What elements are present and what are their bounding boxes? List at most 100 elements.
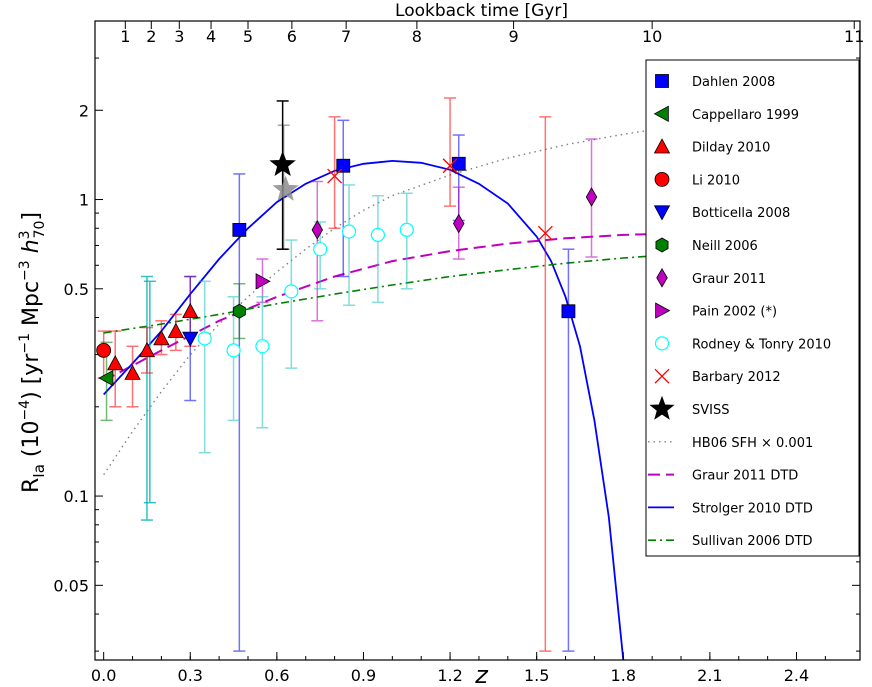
x-tick-label: 0.9 — [351, 666, 376, 685]
legend-marker — [653, 105, 669, 122]
data-point — [537, 225, 553, 241]
data-point — [311, 220, 323, 240]
legend-entry: Barbary 2012 — [654, 368, 781, 385]
legend-label: Dahlen 2008 — [692, 75, 775, 90]
top-tick-label: 9 — [508, 27, 518, 46]
legend-entry: Cappellaro 1999 — [653, 105, 799, 123]
error-bar — [539, 116, 552, 652]
legend-entry: Graur 2011 DTD — [648, 469, 798, 484]
x-tick-label: 1.8 — [611, 666, 636, 685]
series-dilday-2010 — [107, 302, 199, 380]
legend-label: Dilday 2010 — [692, 141, 770, 156]
y-title-ia: Ia — [30, 464, 48, 478]
legend-box — [645, 59, 860, 557]
legend-label: Rodney & Tonry 2010 — [692, 337, 831, 352]
data-point — [327, 168, 343, 184]
series-barbary-2012 — [327, 158, 553, 241]
data-point — [124, 364, 141, 380]
data-point — [96, 342, 112, 358]
legend-marker — [654, 171, 670, 187]
y-title-units-exp3: −3 — [17, 260, 33, 281]
data-point — [255, 339, 270, 354]
data-point — [197, 331, 212, 346]
legend-entry: Botticella 2008 — [653, 205, 790, 221]
error-bar — [285, 239, 298, 369]
data-point — [370, 227, 386, 242]
series-sviss — [269, 150, 296, 176]
data-point — [561, 304, 576, 319]
top-tick-label: 4 — [206, 27, 216, 46]
legend-marker — [649, 395, 675, 420]
error-bar — [371, 194, 384, 304]
legend-label: SVISS — [692, 403, 729, 418]
y-title-r: R — [19, 478, 44, 493]
error-bar — [227, 296, 240, 422]
data-point — [232, 303, 246, 319]
x-tick-label: 2.1 — [697, 666, 722, 685]
data-point — [399, 222, 414, 237]
data-point — [336, 158, 351, 173]
top-tick-label: 8 — [412, 27, 422, 46]
y-title-space — [19, 253, 44, 260]
legend-marker — [655, 237, 669, 253]
legend-label: Botticella 2008 — [692, 206, 790, 221]
series-pain-2002- — [255, 273, 271, 290]
legend-marker — [654, 368, 670, 384]
data-point — [585, 187, 598, 207]
cyan-error-bar — [140, 275, 153, 521]
error-bar — [400, 192, 413, 290]
error-bar — [233, 173, 246, 652]
y-title-exp: −4 — [17, 400, 33, 421]
legend-label: Strolger 2010 DTD — [692, 501, 813, 516]
data-markers — [96, 150, 598, 387]
data-point — [138, 342, 156, 358]
y-title-units-mpc: Mpc — [19, 281, 44, 333]
legend-entry: Graur 2011 — [656, 268, 766, 288]
legend-entry: Rodney & Tonry 2010 — [654, 336, 831, 352]
legend-label: Graur 2011 DTD — [692, 469, 798, 484]
error-bar — [337, 119, 350, 278]
legend-entry: Sullivan 2006 DTD — [648, 534, 813, 549]
legend-entry: Dahlen 2008 — [655, 74, 775, 90]
series-neill-2006 — [232, 303, 246, 319]
data-point — [313, 242, 328, 257]
legend-entry: Neill 2006 — [655, 237, 758, 254]
gray-star-marker — [272, 175, 299, 201]
data-point — [167, 322, 185, 338]
legend-marker — [655, 302, 671, 319]
top-tick-label: 5 — [243, 27, 253, 46]
plot-frame — [94, 20, 861, 661]
legend-entry: SVISS — [649, 395, 729, 420]
top-tick-label: 6 — [287, 27, 297, 46]
data-point — [341, 224, 357, 239]
series-cappellaro-1999 — [98, 369, 114, 387]
legend-entry: HB06 SFH × 0.001 — [648, 436, 813, 451]
top-tick-label: 3 — [174, 27, 184, 46]
y-title-close: ] — [19, 212, 44, 221]
legend-marker — [655, 74, 669, 88]
x-tick-label: 1.2 — [437, 666, 462, 685]
series-rodney-tonry-2010 — [197, 222, 414, 358]
x-axis-title: z — [474, 661, 489, 687]
legend-marker — [653, 205, 671, 221]
data-point — [107, 355, 124, 371]
legend-label: Neill 2006 — [692, 239, 758, 254]
data-point — [226, 343, 241, 358]
y-title-h-sub: 70 — [32, 221, 48, 239]
legend-label: Sullivan 2006 DTD — [692, 534, 813, 549]
y-title-units-open: ) [yr — [19, 353, 44, 400]
legend-entry: Dilday 2010 — [653, 138, 770, 156]
data-point — [182, 331, 199, 347]
top-tick-label: 7 — [341, 27, 351, 46]
error-bars — [97, 97, 598, 652]
x-tick-label: 1.5 — [524, 666, 549, 685]
legend-label: Barbary 2012 — [692, 370, 781, 385]
data-point — [442, 158, 458, 174]
y-title-exp-open: (10 — [19, 421, 44, 465]
series-graur-2011 — [311, 187, 598, 240]
data-point — [255, 273, 271, 290]
legend-label: HB06 SFH × 0.001 — [692, 436, 813, 451]
y-title-h-sup: 3 — [17, 230, 33, 239]
error-bar — [328, 116, 341, 230]
